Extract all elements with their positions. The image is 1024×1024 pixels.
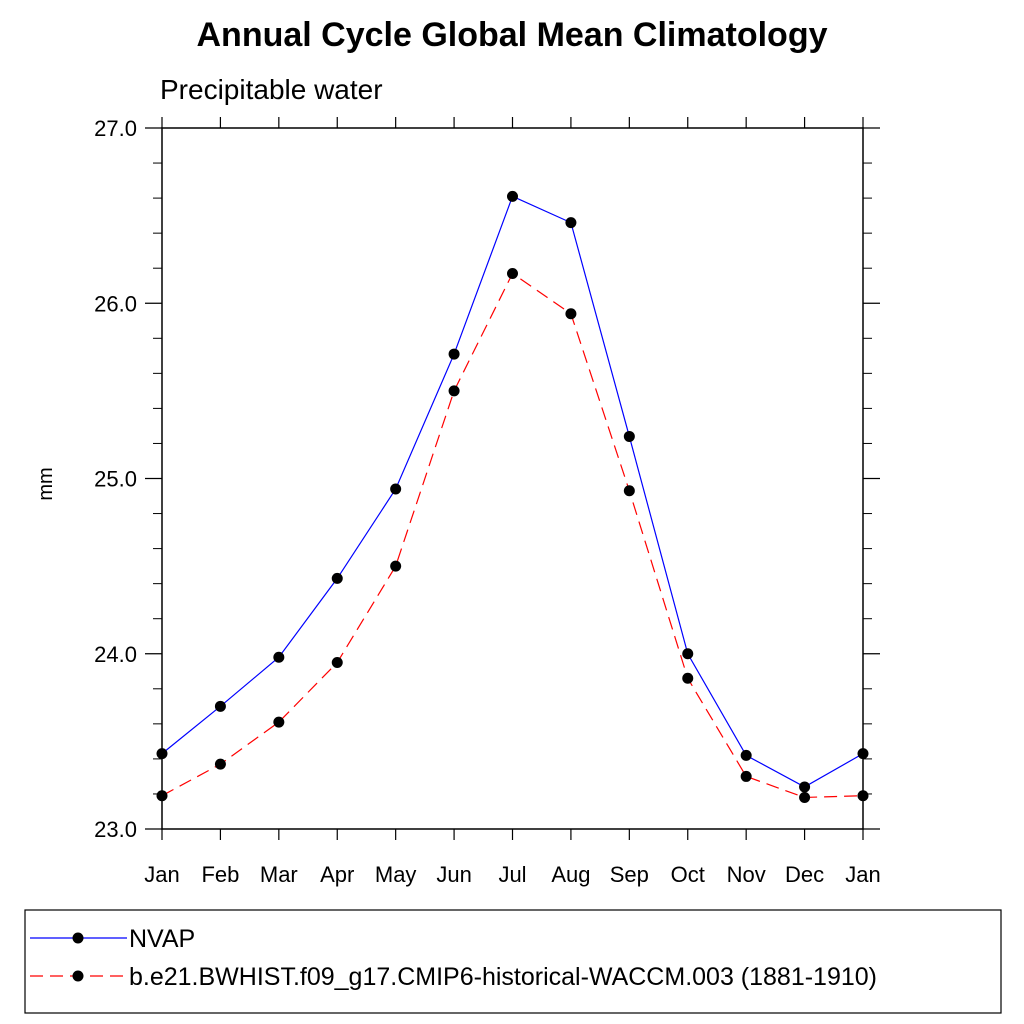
series-point-0 (740, 749, 752, 761)
x-tick-label: Aug (551, 862, 590, 887)
series-point-0 (565, 217, 577, 229)
x-tick-label: Apr (320, 862, 354, 887)
y-tick-label: 27.0 (94, 116, 137, 141)
y-tick-label: 23.0 (94, 817, 137, 842)
x-tick-label: Mar (260, 862, 298, 887)
legend-label-1: b.e21.BWHIST.f09_g17.CMIP6-historical-WA… (129, 963, 877, 991)
series-line-0 (161, 195, 864, 788)
y-axis-label: mm (35, 467, 57, 500)
y-tick-label: 26.0 (94, 291, 137, 316)
series-point-0 (390, 483, 402, 495)
series-point-0 (857, 748, 869, 760)
legend-marker-1 (72, 970, 84, 982)
x-tick-label: Dec (785, 862, 824, 887)
series-point-0 (682, 648, 694, 660)
series-point-0 (623, 430, 635, 442)
series-point-0 (273, 651, 285, 663)
series-point-0 (799, 781, 811, 793)
x-tick-label: Jun (436, 862, 471, 887)
series-point-1 (740, 770, 752, 782)
legend: NVAP b.e21.BWHIST.f09_g17.CMIP6-historica… (30, 925, 877, 991)
series-point-1 (214, 758, 226, 770)
series-point-0 (507, 190, 518, 202)
series-point-0 (214, 700, 226, 712)
x-tick-label: Nov (727, 862, 766, 887)
y-tick-labels: 23.0 24.0 25.0 26.0 27.0 (94, 116, 137, 842)
y-tick-label: 25.0 (94, 467, 137, 492)
legend-box (24, 909, 1002, 1014)
legend-label-0: NVAP (129, 925, 195, 953)
series-point-0 (448, 348, 460, 360)
x-tick-label: Oct (671, 862, 705, 887)
series-point-1 (273, 716, 285, 728)
series-point-1 (448, 385, 460, 397)
series-line-1 (161, 272, 864, 799)
plot-frame (161, 127, 864, 830)
series-point-0 (156, 748, 168, 760)
series-point-1 (565, 308, 577, 320)
series-point-1 (682, 672, 694, 684)
series-point-1 (799, 791, 811, 803)
x-tick-label: Jul (498, 862, 526, 887)
x-tick-label: Sep (610, 862, 649, 887)
series-point-1 (507, 267, 518, 279)
y-tick-label: 24.0 (94, 642, 137, 667)
x-tick-label: Feb (201, 862, 239, 887)
series-point-1 (857, 790, 869, 802)
series-point-1 (623, 485, 635, 497)
series-layer (156, 190, 869, 803)
chart-subtitle: Precipitable water (160, 74, 383, 105)
series-point-0 (331, 572, 343, 584)
x-tick-label: Jan (845, 862, 880, 887)
axis-ticks (145, 117, 880, 840)
series-point-1 (156, 790, 168, 802)
x-tick-label: May (375, 862, 417, 887)
x-tick-labels: Jan Feb Mar Apr May Jun Jul Aug Sep Oct Nov Dec Jan (144, 862, 880, 887)
series-point-1 (390, 560, 402, 572)
x-tick-label: Jan (144, 862, 179, 887)
legend-marker-0 (72, 932, 84, 944)
series-point-1 (331, 657, 343, 669)
chart-title: Annual Cycle Global Mean Climatology (197, 16, 828, 54)
